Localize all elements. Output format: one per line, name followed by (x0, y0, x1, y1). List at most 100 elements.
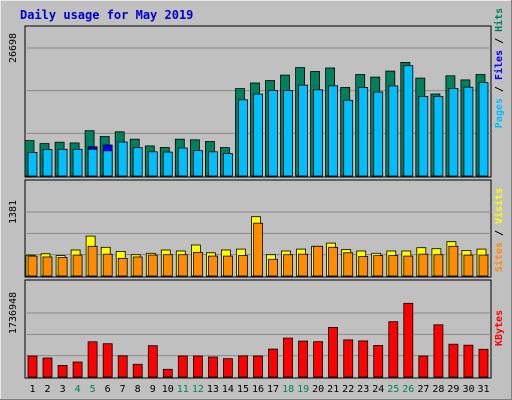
x-tick-label-16: 16 (252, 384, 264, 395)
x-tick-label-20: 20 (312, 384, 324, 395)
bar-sites-3 (57, 257, 68, 277)
bar-kbytes-15 (238, 355, 248, 378)
bar-kbytes-24 (373, 344, 384, 378)
legend-entry: Files (493, 50, 505, 80)
x-tick-label-30: 30 (462, 384, 474, 395)
x-tick-label-18: 18 (282, 384, 294, 395)
x-tick-label-23: 23 (357, 384, 369, 395)
bar-sites-18 (283, 254, 293, 277)
bar-sites-20 (313, 245, 324, 277)
bar-pages-11 (177, 147, 188, 177)
bar-kbytes-10 (162, 368, 173, 378)
bar-pages-6 (102, 150, 113, 177)
x-tick-label-25: 25 (387, 384, 399, 395)
bar-kbytes-27 (418, 355, 429, 378)
bar-sites-21 (328, 246, 339, 277)
x-tick-label-4: 4 (75, 384, 81, 395)
bar-pages-10 (162, 151, 173, 177)
legend-entry: Hits (493, 8, 505, 32)
bar-sites-24 (373, 255, 384, 277)
bar-kbytes-4 (72, 361, 83, 378)
x-tick-label-10: 10 (162, 384, 174, 395)
bar-pages-1 (27, 151, 38, 177)
x-tick-label-11: 11 (177, 384, 189, 395)
bar-kbytes-1 (27, 355, 38, 378)
bar-pages-28 (433, 96, 444, 177)
bar-sites-9 (147, 254, 158, 277)
bar-sites-5 (87, 245, 98, 277)
bar-pages-16 (253, 93, 263, 177)
bar-kbytes-6 (102, 343, 113, 378)
bar-pages-4 (72, 148, 83, 177)
bar-sites-13 (207, 255, 218, 277)
bar-pages-29 (448, 88, 459, 177)
bar-kbytes-28 (433, 324, 444, 378)
bar-kbytes-19 (298, 340, 309, 378)
bar-sites-23 (358, 256, 369, 277)
bar-sites-27 (418, 253, 429, 277)
bar-kbytes-26 (403, 302, 414, 378)
bar-sites-29 (448, 245, 459, 277)
bar-sites-1 (27, 255, 38, 277)
bar-pages-15 (238, 99, 248, 177)
bar-sites-15 (238, 255, 248, 277)
bar-kbytes-29 (448, 343, 459, 378)
x-tick-label-19: 19 (297, 384, 309, 395)
x-tick-label-26: 26 (402, 384, 414, 395)
legend-bottom: KBytes (494, 310, 505, 346)
bar-kbytes-20 (313, 341, 324, 378)
bar-pages-26 (403, 65, 414, 177)
bar-kbytes-2 (42, 357, 53, 378)
bar-kbytes-16 (253, 355, 263, 378)
bar-kbytes-22 (343, 339, 354, 378)
legend-entry: KBytes (494, 310, 505, 346)
bar-sites-11 (177, 254, 188, 277)
bar-pages-20 (313, 89, 324, 177)
y-tick-label-bottom: 1736948 (8, 292, 19, 334)
bar-kbytes-12 (192, 355, 203, 378)
bar-sites-22 (343, 252, 354, 277)
bar-pages-23 (358, 87, 369, 177)
bar-kbytes-7 (117, 355, 128, 378)
bar-sites-6 (102, 253, 113, 277)
bar-sites-10 (162, 254, 173, 277)
bar-kbytes-23 (358, 340, 369, 378)
bar-sites-2 (42, 256, 53, 277)
legend-entry: Visits (493, 188, 505, 224)
bar-kbytes-30 (463, 344, 474, 378)
legend-entry: / (494, 80, 505, 98)
bar-pages-2 (42, 149, 53, 177)
bar-pages-27 (418, 96, 429, 177)
bar-kbytes-25 (388, 321, 399, 378)
bar-sites-30 (463, 254, 474, 277)
bar-sites-25 (388, 255, 399, 277)
bar-sites-28 (433, 254, 444, 277)
bar-kbytes-18 (283, 337, 293, 378)
bar-kbytes-11 (177, 355, 188, 378)
bar-pages-12 (192, 150, 203, 177)
bar-pages-5 (87, 148, 98, 177)
x-tick-label-22: 22 (342, 384, 354, 395)
y-tick-label-middle: 1381 (8, 200, 19, 224)
bar-sites-16 (253, 222, 263, 277)
bar-pages-14 (222, 153, 233, 177)
bar-pages-25 (388, 85, 399, 177)
x-tick-label-17: 17 (267, 384, 279, 395)
bar-pages-3 (57, 148, 68, 177)
x-tick-label-13: 13 (207, 384, 219, 395)
bar-pages-7 (117, 141, 128, 177)
bar-sites-26 (403, 255, 414, 277)
x-tick-label-31: 31 (477, 384, 489, 395)
bar-pages-21 (328, 85, 339, 177)
x-tick-label-9: 9 (150, 384, 156, 395)
x-tick-label-2: 2 (44, 384, 50, 395)
bar-kbytes-17 (268, 348, 278, 378)
x-tick-label-29: 29 (447, 384, 459, 395)
legend-top: Pages / Files / Hits (493, 8, 505, 128)
bar-pages-17 (268, 90, 278, 177)
x-tick-label-27: 27 (417, 384, 429, 395)
bar-sites-8 (132, 256, 143, 277)
bar-pages-31 (478, 82, 489, 177)
